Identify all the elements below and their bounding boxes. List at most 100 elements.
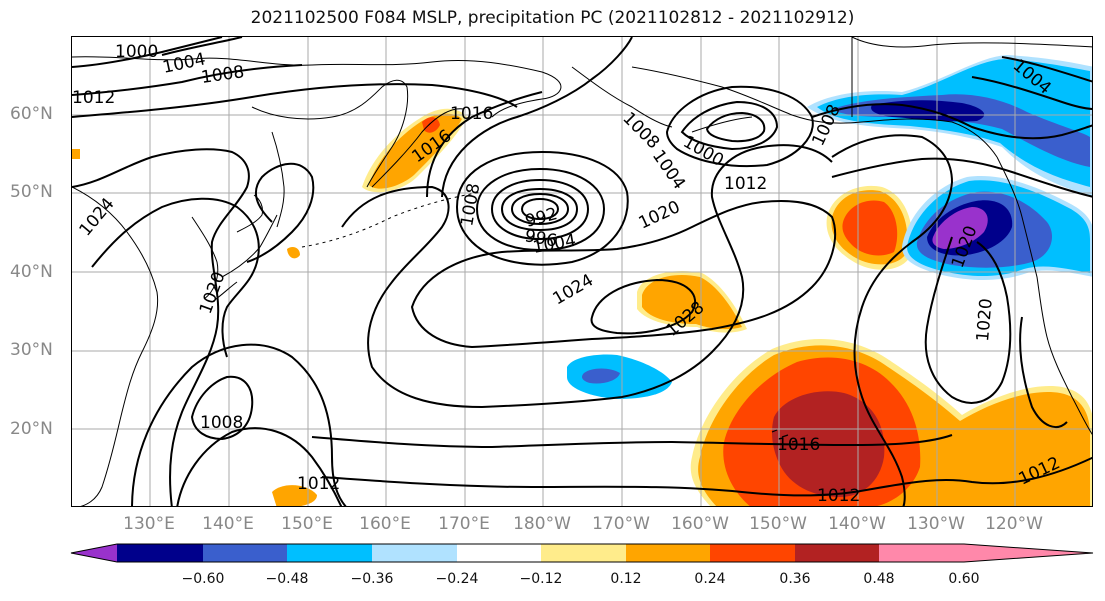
isobar-low-1000: [490, 178, 590, 241]
fill-kamchatka-red: [422, 117, 440, 133]
coast-kamchatka: [371, 108, 465, 188]
isobar-1004-gulf: [680, 100, 779, 151]
contour-label: 1016: [450, 104, 493, 124]
isobar-1012-south-wide: [131, 343, 347, 506]
coast-na-west: [996, 156, 1092, 435]
fill-northeast-red: [842, 200, 898, 256]
lat-label-50n: 50°N: [10, 182, 53, 202]
fill-mid-blue: [582, 368, 620, 384]
precip-positive-fills: [72, 108, 1092, 506]
contour-label: 1012: [817, 486, 860, 506]
fill-small-japan: [287, 247, 300, 259]
lat-label-20n: 20°N: [10, 419, 53, 439]
coast-okhotsk: [251, 79, 409, 188]
map-canvas: 1000 1004 1008 1012 1016 1016 1024 1020 …: [72, 37, 1092, 506]
contour-label: 1020: [636, 197, 684, 233]
colorbar-segment: [287, 544, 372, 562]
colorbar-extend-left: [71, 544, 117, 562]
coast-bering: [571, 66, 753, 133]
isobar-1012-low: [441, 37, 633, 198]
colorbar-tick-label: −0.24: [435, 571, 479, 587]
lat-label-60n: 60°N: [10, 104, 53, 124]
fill-south-small: [272, 485, 317, 506]
isobar-1012-nw: [72, 64, 303, 96]
isobar-1004-ne: [971, 76, 1092, 110]
colorbar-segment: [117, 544, 203, 562]
isobar-low-992: [510, 192, 570, 226]
lon-label-130w: 130°W: [907, 514, 965, 534]
isobar-1016-low: [426, 91, 543, 198]
isobar-1024-big: [410, 199, 837, 349]
fill-bc-purple: [932, 207, 988, 249]
coast-asia-north: [72, 56, 562, 118]
isobar-1024-asia: [91, 197, 260, 358]
lon-label-140e: 140°E: [202, 514, 254, 534]
isobar-1000-ne: [1001, 56, 1092, 83]
coast-alaska: [631, 66, 998, 158]
colorbar-tick-label: −0.60: [181, 571, 225, 587]
isobar-1024-east: [924, 236, 1012, 404]
coast-hawaii: [771, 429, 797, 443]
lon-label-120w: 120°W: [985, 514, 1043, 534]
contour-label: 1012: [724, 174, 767, 194]
lon-label-160w: 160°W: [671, 514, 729, 534]
isobar-1008-gulf: [665, 85, 814, 168]
contour-label: 1008: [200, 413, 243, 433]
colorbar-segment: [626, 544, 710, 562]
colorbar-tick-label: 0.24: [694, 571, 726, 587]
map-panel: 1000 1004 1008 1012 1016 1016 1024 1020 …: [71, 36, 1093, 507]
colorbar-tick-label: 0.48: [863, 571, 895, 587]
isobar-1008-ne: [811, 103, 1092, 140]
contour-label: 1016: [777, 435, 820, 455]
lon-label-150w: 150°W: [749, 514, 807, 534]
colorbar-segment: [795, 544, 879, 562]
isobar-1016-pacific: [311, 434, 953, 449]
lon-label-140w: 140°W: [828, 514, 886, 534]
contour-label: 1000: [115, 42, 158, 62]
isobar-1012-south: [176, 427, 343, 506]
colorbar-extend-right: [879, 544, 1093, 562]
fill-kamchatka: [369, 113, 462, 189]
isobar-1008-low: [455, 150, 629, 266]
coast-sakhalin: [271, 131, 285, 228]
fill-west-edge: [72, 149, 80, 159]
coast-canada-north: [851, 37, 1092, 117]
isobar-1008-nw: [72, 37, 223, 68]
coast-japan: [211, 194, 278, 303]
isobar-1020-asia: [72, 148, 250, 506]
contour-label: 1020: [196, 269, 230, 316]
colorbar: [70, 543, 1094, 563]
colorbar-tick-label: −0.12: [519, 571, 563, 587]
lon-label-130e: 130°E: [123, 514, 175, 534]
plot-title: 2021102500 F084 MSLP, precipitation PC (…: [250, 8, 855, 28]
lon-label-170e: 170°E: [438, 514, 490, 534]
fill-mid-cyan: [567, 354, 672, 399]
isobar-low-1004: [475, 167, 606, 252]
coastlines: [72, 37, 1092, 506]
contour-label: 1024: [550, 270, 597, 309]
colorbar-tick-label: −0.36: [350, 571, 394, 587]
mslp-isobars: [72, 37, 1092, 506]
contour-label: 1012: [297, 474, 340, 494]
lon-label-180w: 180°W: [513, 514, 571, 534]
colorbar-segment: [541, 544, 626, 562]
isobar-1004-nw: [161, 37, 243, 56]
isobar-1012-pacific: [321, 456, 1092, 497]
lon-label-160e: 160°E: [359, 514, 411, 534]
contour-label: 1012: [72, 88, 115, 108]
isobar-1012-ne: [831, 157, 1092, 198]
lat-label-30n: 30°N: [10, 340, 53, 360]
colorbar-tick-label: −0.48: [265, 571, 309, 587]
colorbar-tick-label: 0.12: [610, 571, 642, 587]
colorbar-segment: [710, 544, 795, 562]
isobar-1020-east: [831, 134, 954, 506]
colorbar-outline: [70, 543, 1094, 563]
lon-label-170w: 170°W: [592, 514, 650, 534]
lat-label-40n: 40°N: [10, 262, 53, 282]
isobar-low-996: [500, 187, 579, 232]
coast-korea: [191, 216, 219, 300]
isobar-1028: [590, 278, 697, 335]
colorbar-tick-label: 0.36: [779, 571, 811, 587]
colorbar-segment: [457, 544, 541, 562]
isobar-1016-asia: [72, 83, 518, 118]
